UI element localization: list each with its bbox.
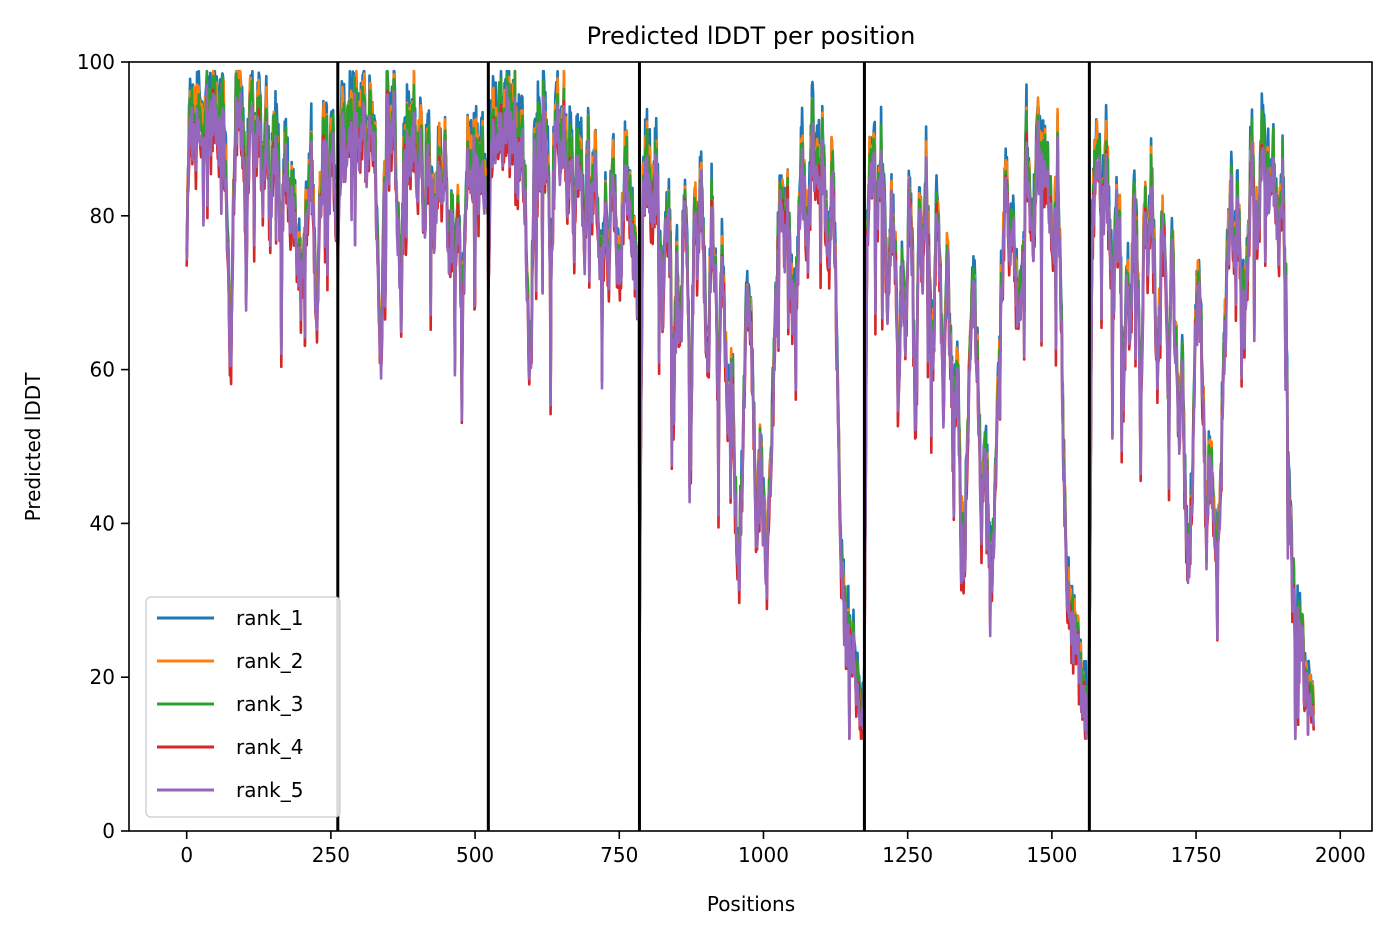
legend-label-rank_1: rank_1 — [236, 606, 303, 630]
y-tick-label: 40 — [90, 511, 115, 535]
legend-label-rank_4: rank_4 — [236, 735, 303, 759]
x-tick-label: 1250 — [882, 843, 933, 867]
x-tick-label: 750 — [600, 843, 638, 867]
y-tick-label: 20 — [90, 665, 115, 689]
legend-label-rank_5: rank_5 — [236, 778, 303, 802]
x-tick-label: 1500 — [1026, 843, 1077, 867]
y-axis-label: Predicted lDDT — [21, 372, 45, 522]
x-axis-label: Positions — [707, 892, 795, 916]
y-axis: 0 20 40 60 80 100 — [77, 50, 129, 843]
chart-title: Predicted lDDT per position — [587, 22, 916, 50]
y-tick-label: 60 — [90, 358, 115, 382]
x-axis: 0 250 500 750 1000 1250 1500 1750 2000 — [180, 831, 1366, 867]
plot-frame — [128, 61, 1373, 832]
x-tick-label: 500 — [456, 843, 494, 867]
y-tick-label: 0 — [102, 819, 115, 843]
legend-label-rank_3: rank_3 — [236, 692, 303, 716]
series-line-rank_5 — [185, 84, 1315, 740]
legend: rank_1 rank_2 rank_3 rank_4 rank_5 — [145, 596, 341, 818]
y-tick-label: 100 — [77, 50, 115, 74]
x-tick-label: 1750 — [1171, 843, 1222, 867]
x-tick-label: 250 — [312, 843, 350, 867]
y-tick-label: 80 — [90, 204, 115, 228]
x-tick-label: 0 — [180, 843, 193, 867]
legend-label-rank_2: rank_2 — [236, 649, 303, 673]
legend-box — [145, 596, 341, 818]
series-layer — [185, 69, 1315, 740]
x-tick-label: 2000 — [1315, 843, 1366, 867]
x-tick-label: 1000 — [738, 843, 789, 867]
chain-boundary-layer — [336, 62, 1091, 831]
